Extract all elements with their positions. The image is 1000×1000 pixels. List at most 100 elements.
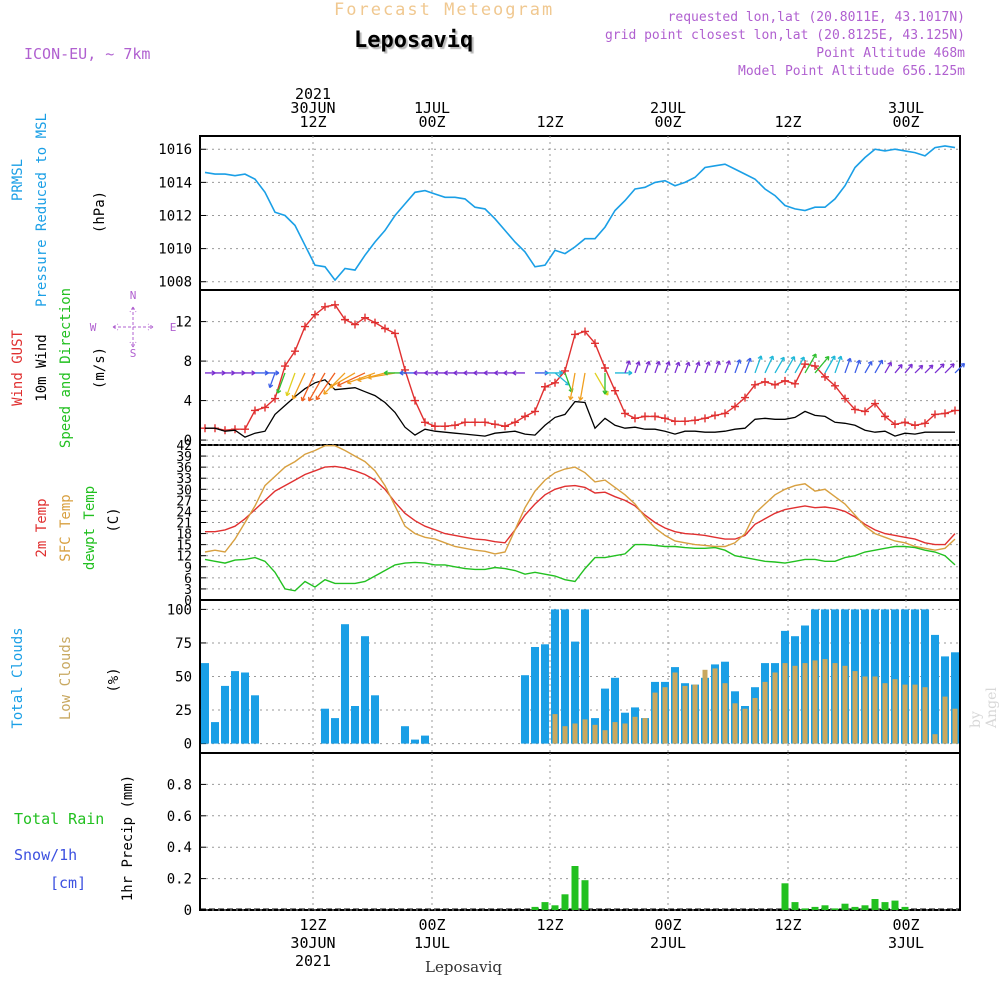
gust-marker [821,372,829,381]
rain-bar [851,906,859,910]
y-tick-label: 3 [184,583,192,598]
y-tick-label: 9 [184,561,192,576]
low-cloud-bar [572,723,578,744]
ylabel-total-clouds: Total Clouds [10,627,26,728]
gust-marker [511,418,519,427]
ylabel-precip: 1hr Precip (mm) [120,775,136,901]
time-label-bottom: 00Z [418,916,445,934]
wind-direction-arrow [824,355,836,374]
y-tick-label: 50 [175,670,192,686]
gust-marker [571,330,579,339]
ylabel-2m-temp: 2m Temp [34,498,50,557]
low-cloud-bar [592,724,598,744]
y-tick-label: 1014 [158,175,192,191]
wind-direction-arrow [694,361,701,374]
time-label-top: 12Z [774,113,801,131]
total-cloud-bar [581,609,589,744]
total-cloud-bar [231,671,239,744]
gust-marker [351,320,359,329]
low-cloud-bar [722,683,728,744]
gust-marker [391,329,399,338]
low-cloud-bar [552,714,558,744]
wind-direction-arrow [674,361,681,374]
gust-marker [861,407,869,416]
wind-direction-arrow [634,361,641,374]
gust-marker [671,417,679,426]
gust-marker [751,380,759,389]
wind-direction-arrow [285,372,296,397]
wind-direction-arrow [544,370,564,376]
temp2m-line [205,465,956,546]
wind-direction-arrow [578,372,586,401]
low-cloud-bar [562,726,568,744]
total-cloud-bar [211,722,219,744]
gust-marker [261,403,269,412]
y-tick-label: 0.4 [167,840,192,856]
rain-bar [831,908,839,910]
gust-marker [781,376,789,385]
time-label-top: 2021 [295,85,331,103]
time-label-top: 00Z [892,113,919,131]
ylabel-ms: (m/s) [92,347,108,389]
gust-marker [441,422,449,431]
total-cloud-bar [891,609,899,744]
low-cloud-bar [672,672,678,744]
wind-direction-arrow [443,370,456,376]
y-tick-label: 0.2 [167,872,192,888]
label-total-rain: Total Rain [14,810,104,828]
low-cloud-bar [812,660,818,744]
y-tick-label: 1008 [158,275,192,291]
low-cloud-bar [602,730,608,744]
requested-coords: requested lon,lat (20.8011E, 43.1017N) [667,10,965,25]
gust-marker [881,412,889,421]
wind-direction-arrow [874,359,884,374]
compass-north: N [130,289,137,302]
low-cloud-bar [852,671,858,744]
gust-marker [701,414,709,423]
rain-bar [551,905,559,910]
low-cloud-bar [692,684,698,744]
low-cloud-bar [642,718,648,744]
wind-direction-arrow [614,370,633,376]
wind-direction-arrow [754,355,763,374]
gust-marker [841,394,849,403]
low-cloud-bar [792,665,798,744]
wind-direction-arrow [268,372,276,389]
grid-coords: grid point closest lon,lat (20.8125E, 43… [604,28,965,43]
low-cloud-bar [712,668,718,744]
wind-direction-arrow [204,370,216,376]
y-tick-label: 6 [184,572,192,587]
wind-direction-arrow [453,370,466,376]
point-altitude: Point Altitude 468m [816,46,965,61]
gust-marker [311,310,319,319]
y-tick-label: 0 [184,903,192,919]
gust-marker [661,414,669,423]
wind10m-line [205,379,955,438]
total-cloud-bar [351,706,359,744]
time-label-top: 3JUL [888,99,924,117]
gust-marker [581,327,589,336]
total-cloud-bar [571,641,579,744]
y-tick-label: 4 [184,394,192,410]
wind-direction-arrow [399,370,416,376]
wind-direction-arrow [784,356,796,374]
gust-marker [681,417,689,426]
gust-marker [411,396,419,405]
y-tick-label: 1016 [158,142,192,158]
total-cloud-bar [881,609,889,744]
y-tick-label: 100 [167,602,192,618]
low-cloud-bar [622,723,628,744]
wind-direction-arrow [224,370,236,376]
low-cloud-bar [942,696,948,744]
gust-marker [811,362,819,371]
wind-direction-arrow [483,370,496,376]
y-tick-label: 12 [175,315,192,331]
gust-marker [501,422,509,431]
y-tick-label: 0.6 [167,809,192,825]
wind-direction-arrow [473,370,486,376]
wind-direction-arrow [744,357,752,374]
rain-bar [891,900,899,910]
wind-direction-arrow [834,355,843,374]
gust-marker [421,418,429,427]
ylabel-sfc-temp: SFC Temp [58,494,74,561]
